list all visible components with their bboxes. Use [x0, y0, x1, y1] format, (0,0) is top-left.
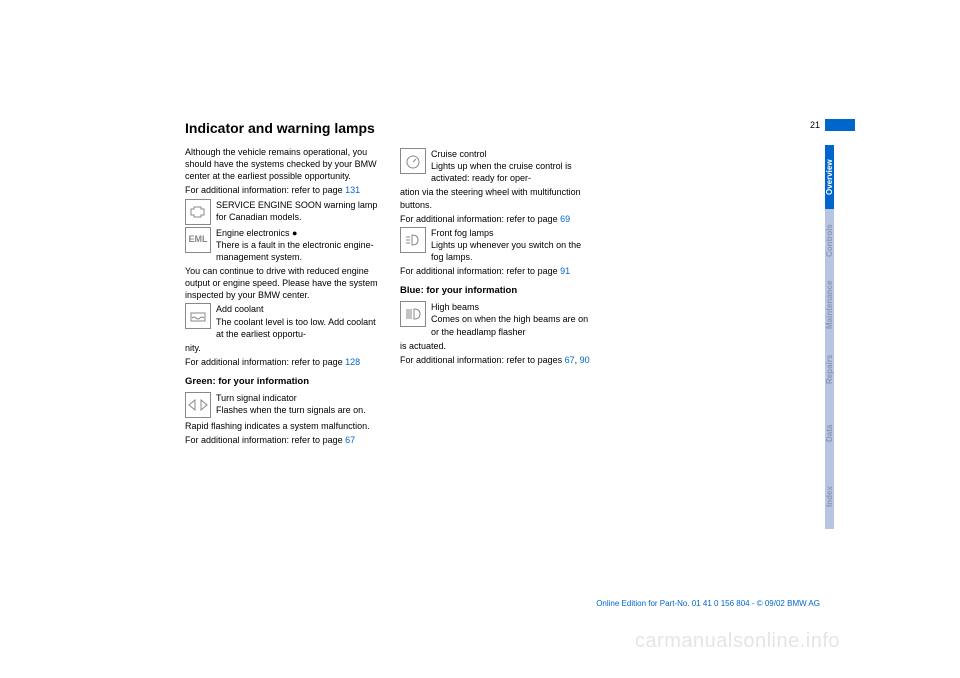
info-fog-lamps: Front fog lamps Lights up whenever you s… [400, 227, 595, 263]
warning-coolant: Add coolant The coolant level is too low… [185, 303, 380, 339]
fog-line2: Lights up whenever you switch on the fog… [431, 240, 581, 262]
page-tab-marker [825, 119, 855, 131]
column-right: Cruise control Lights up when the cruise… [400, 146, 595, 448]
ref-text: For additional information: refer to pag… [400, 214, 560, 224]
page-link-128[interactable]: 128 [345, 357, 360, 367]
cruise-text: Cruise control Lights up when the cruise… [431, 148, 595, 184]
coolant-line2: The coolant level is too low. Add coolan… [216, 317, 376, 339]
ref-text: For additional information: refer to pag… [185, 185, 345, 195]
page-content: Indicator and warning lamps Although the… [185, 120, 785, 448]
service-engine-text: SERVICE ENGINE SOON warning lamp for Can… [216, 199, 380, 223]
ts-after: Rapid flashing indicates a system malfun… [185, 420, 380, 432]
fog-lamp-icon [400, 227, 426, 253]
ref-text: For additional information: refer to pag… [185, 435, 345, 445]
cruise-ref: For additional information: refer to pag… [400, 213, 595, 225]
info-cruise: Cruise control Lights up when the cruise… [400, 148, 595, 184]
engine-icon [185, 199, 211, 225]
hb-ref: For additional information: refer to pag… [400, 354, 595, 366]
page-link-67[interactable]: 67 [345, 435, 355, 445]
coolant-text: Add coolant The coolant level is too low… [216, 303, 380, 339]
eml-line1: Engine electronics ● [216, 228, 297, 238]
fog-text: Front fog lamps Lights up whenever you s… [431, 227, 595, 263]
fog-ref: For additional information: refer to pag… [400, 265, 595, 277]
ref-text: For additional information: refer to pag… [400, 355, 565, 365]
hb-text: High beams Comes on when the high beams … [431, 301, 595, 337]
intro-text: Although the vehicle remains operational… [185, 146, 380, 182]
coolant-ref: For additional information: refer to pag… [185, 356, 380, 368]
footer-edition: Online Edition for Part-No. 01 41 0 156 … [596, 599, 820, 608]
fog-line1: Front fog lamps [431, 228, 494, 238]
cruise-after: ation via the steering wheel with multif… [400, 186, 595, 210]
column-left: Although the vehicle remains operational… [185, 146, 380, 448]
eml-icon: EML [185, 227, 211, 253]
tab-index[interactable]: Index [825, 465, 834, 529]
intro-ref: For additional information: refer to pag… [185, 184, 380, 196]
cruise-line1: Cruise control [431, 149, 487, 159]
hb-line2: Comes on when the high beams are on or t… [431, 314, 588, 336]
page-link-90[interactable]: 90 [580, 355, 590, 365]
tab-data[interactable]: Data [825, 401, 834, 465]
hb-line1: High beams [431, 302, 479, 312]
ref-text: For additional information: refer to pag… [185, 357, 345, 367]
info-turn-signal: Turn signal indicator Flashes when the t… [185, 392, 380, 418]
eml-after: You can continue to drive with reduced e… [185, 265, 380, 301]
tab-controls[interactable]: Controls [825, 209, 834, 273]
info-high-beams: High beams Comes on when the high beams … [400, 301, 595, 337]
warning-service-engine: SERVICE ENGINE SOON warning lamp for Can… [185, 199, 380, 225]
page-title: Indicator and warning lamps [185, 120, 785, 136]
cruise-icon [400, 148, 426, 174]
blue-heading: Blue: for your information [400, 285, 595, 298]
high-beam-icon [400, 301, 426, 327]
page-link-69[interactable]: 69 [560, 214, 570, 224]
warning-eml: EML Engine electronics ● There is a faul… [185, 227, 380, 263]
page-link-91[interactable]: 91 [560, 266, 570, 276]
text-columns: Although the vehicle remains operational… [185, 146, 785, 448]
tab-overview[interactable]: Overview [825, 145, 834, 209]
turn-signal-text: Turn signal indicator Flashes when the t… [216, 392, 380, 416]
section-tabs: Overview Controls Maintenance Repairs Da… [825, 145, 855, 529]
turn-signal-icon [185, 392, 211, 418]
ref-text: For additional information: refer to pag… [400, 266, 560, 276]
tab-maintenance[interactable]: Maintenance [825, 273, 834, 337]
coolant-line1: Add coolant [216, 304, 264, 314]
green-heading: Green: for your information [185, 376, 380, 389]
eml-line2: There is a fault in the electronic engin… [216, 240, 374, 262]
eml-text: Engine electronics ● There is a fault in… [216, 227, 380, 263]
hb-after: is actuated. [400, 340, 595, 352]
ts-line1: Turn signal indicator [216, 393, 297, 403]
page-link-131[interactable]: 131 [345, 185, 360, 195]
ts-ref: For additional information: refer to pag… [185, 434, 380, 446]
coolant-after: nity. [185, 342, 380, 354]
cruise-line2: Lights up when the cruise control is act… [431, 161, 572, 183]
tab-repairs[interactable]: Repairs [825, 337, 834, 401]
page-link-67b[interactable]: 67 [565, 355, 575, 365]
watermark: carmanualsonline.info [635, 630, 840, 653]
page-number: 21 [810, 120, 820, 130]
coolant-icon [185, 303, 211, 329]
ts-line2: Flashes when the turn signals are on. [216, 405, 366, 415]
